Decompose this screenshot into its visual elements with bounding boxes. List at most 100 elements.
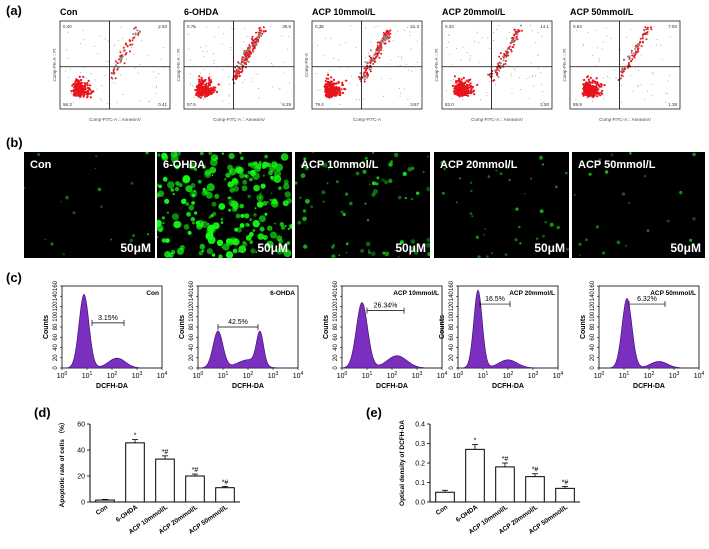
histogram-x-tick: 102	[243, 371, 254, 380]
flow-y-axis-label: Comp-PE-A :: PI	[52, 48, 57, 81]
histogram-curve	[599, 297, 699, 369]
histogram-y-tick: 20	[590, 354, 596, 361]
histogram-x-tick: 100	[337, 371, 348, 380]
significance-annotation: *#	[562, 479, 569, 486]
histogram-x-tick: 101	[619, 371, 630, 380]
x-category-label: Con	[95, 504, 109, 517]
histogram-y-tick: 60	[449, 333, 455, 340]
panel-label-c: (c)	[6, 270, 22, 285]
histogram-x-tick: 102	[387, 371, 398, 380]
histogram-y-tick: 40	[189, 344, 195, 351]
flow-quadrant-value: 0.40	[63, 24, 72, 29]
histogram-x-tick: 103	[412, 371, 423, 380]
micro-image: ACP 20mmol/L 50μM	[434, 152, 570, 259]
flow-x-axis-label: Comp-FITC-A :: AnnexinV	[471, 117, 523, 122]
histogram-x-tick: 101	[218, 371, 229, 380]
micro-scale-bar: 50μM	[670, 241, 701, 255]
histogram-x-tick: 100	[453, 371, 464, 380]
micro-panel-acp10: ACP 10mmol/L 50μM	[294, 151, 432, 259]
histogram-y-tick: 100	[189, 311, 195, 322]
histogram-x-tick: 104	[553, 371, 564, 380]
flow-quadrant-value: 3.57	[410, 102, 419, 107]
histogram-y-tick: 40	[333, 344, 339, 351]
histogram-x-label: DCFH-DA	[633, 383, 665, 390]
panel-label-a: (a)	[6, 3, 22, 18]
histogram-panel-con: 0 20 40 60 80 100 120 140 160 100 101 102 103 104 DCFH…	[30, 280, 170, 398]
y-tick-label: 0.4	[415, 422, 425, 429]
y-axis-label: Optical density of DCFH-DA	[399, 420, 406, 506]
histogram-gate-value: 6.32%	[637, 296, 657, 303]
histogram-x-tick: 102	[503, 371, 514, 380]
y-tick-label: 0.2	[415, 461, 425, 468]
histogram-y-tick: 120	[189, 301, 195, 312]
histogram-y-tick: 0	[189, 366, 195, 370]
histogram-y-tick: 40	[53, 344, 59, 351]
bar	[215, 487, 235, 503]
histogram-x-label: DCFH-DA	[232, 383, 264, 390]
histogram-y-tick: 160	[590, 280, 596, 291]
flow-y-axis-label: Comp-PE-A :: PI	[434, 48, 439, 81]
histogram-x-tick: 104	[694, 371, 705, 380]
micro-title: ACP 20mmol/L	[440, 159, 518, 171]
flow-quadrant-value: 0.33	[445, 24, 454, 29]
flow-quadrant-value: 2.50	[540, 102, 549, 107]
flow-scatter	[575, 26, 671, 103]
flow-plot: ACP 50mmol/L 0.63 7.93 89.9 1.38 Comp-FITC-A …	[562, 7, 681, 122]
flow-quadrant-value: 83.0	[445, 102, 454, 107]
histogram-y-tick: 0	[333, 366, 339, 370]
histogram-y-tick: 140	[449, 291, 455, 302]
histogram-y-tick: 20	[333, 354, 339, 361]
micro-panel-acp20: ACP 20mmol/L 50μM	[434, 152, 570, 259]
histogram-y-tick: 160	[189, 280, 195, 291]
histogram-y-tick: 60	[333, 333, 339, 340]
flow-x-axis-label: Comp-FITC-A :: AnnexinV	[89, 117, 141, 122]
flow-quadrant-value: 79.4	[315, 102, 324, 107]
histogram-y-label: Counts	[43, 315, 50, 339]
micro-title: ACP 10mmol/L	[301, 159, 379, 171]
flow-quadrant-value: 0.35	[315, 24, 324, 29]
micro-title: Con	[30, 159, 52, 171]
micro-cells	[440, 155, 570, 259]
flow-panel-acp50: ACP 50mmol/L 0.63 7.93 89.9 1.38 Comp-FITC-A …	[558, 5, 696, 135]
x-category-label: Con	[435, 504, 449, 517]
flow-quadrant-value: 0.76	[187, 24, 196, 29]
micro-scale-bar: 50μM	[257, 241, 288, 255]
y-tick-label: 0.0	[415, 500, 425, 507]
micro-panel-6ohda: 6-OHDA 50μM	[154, 150, 294, 259]
micro-cells	[573, 152, 696, 257]
histogram-y-tick: 60	[53, 333, 59, 340]
histogram-x-tick: 104	[437, 371, 448, 380]
micro-background	[572, 152, 705, 258]
flow-panel-acp10: ACP 10mmol/L 0.35 31.3 79.4 3.57 Comp-FITC-A C…	[300, 5, 438, 135]
histogram-y-tick: 120	[449, 301, 455, 312]
histogram-y-tick: 20	[449, 354, 455, 361]
micro-title: ACP 50mmol/L	[578, 159, 656, 171]
histogram-title: 6-OHDA	[270, 290, 295, 297]
flow-quadrant-value: 96.3	[63, 102, 72, 107]
flow-quadrant-value: 35.5	[282, 24, 291, 29]
flow-scatter	[187, 25, 290, 105]
histogram-x-tick: 101	[362, 371, 373, 380]
histogram-x-label: DCFH-DA	[492, 383, 524, 390]
histogram-y-tick: 160	[53, 280, 59, 291]
micro-image: ACP 10mmol/L 50μM	[294, 151, 432, 259]
bar	[95, 499, 115, 503]
y-tick-label: 60	[77, 422, 85, 429]
histogram-y-tick: 80	[333, 323, 339, 330]
flow-scatter	[445, 24, 545, 103]
flow-y-axis-label: Comp-PE-A	[304, 53, 309, 77]
bar-chart-apoptotic-rate: 0 20 40 60 Apoptotic rate of cells （%） Con * 6-…	[58, 419, 240, 536]
histogram-y-tick: 20	[53, 354, 59, 361]
histogram-panel-6ohda: 0 20 40 60 80 100 120 140 160 100 101 102 103 104 DCFH…	[166, 280, 306, 398]
micro-cells	[23, 151, 150, 256]
histogram-y-tick: 120	[333, 301, 339, 312]
flow-scatter	[315, 25, 418, 105]
bar	[185, 475, 205, 503]
histogram-x-tick: 103	[268, 371, 279, 380]
significance-annotation: *	[134, 433, 137, 440]
flow-x-axis-label: Comp-FITC-A :: AnnexinV	[213, 117, 265, 122]
histogram-panel-acp20: 0 20 40 60 80 100 120 140 160 100 101 102 103 104 DCFH…	[426, 280, 566, 398]
